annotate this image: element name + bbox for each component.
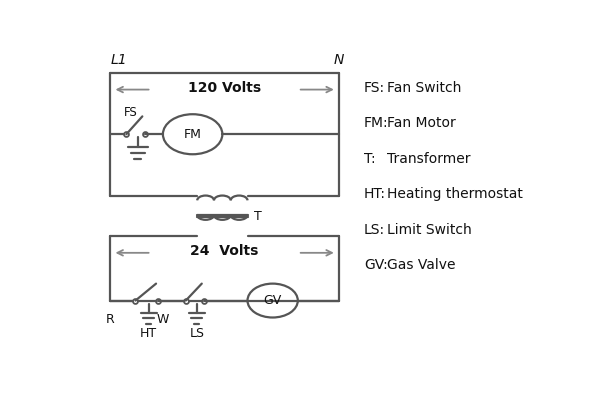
Text: Gas Valve: Gas Valve — [387, 258, 455, 272]
Text: 24  Volts: 24 Volts — [191, 244, 259, 258]
Text: L1: L1 — [110, 53, 127, 67]
Text: HT:: HT: — [364, 187, 386, 201]
Text: R: R — [106, 313, 114, 326]
Text: Transformer: Transformer — [387, 152, 470, 166]
Text: GV:: GV: — [364, 258, 388, 272]
Text: LS: LS — [189, 327, 204, 340]
Text: 120 Volts: 120 Volts — [188, 81, 261, 95]
Text: T: T — [254, 210, 262, 223]
Text: FM: FM — [183, 128, 202, 141]
Text: W: W — [157, 313, 169, 326]
Text: FS: FS — [124, 106, 138, 119]
Text: N: N — [334, 53, 344, 67]
Text: FM:: FM: — [364, 116, 389, 130]
Text: GV: GV — [264, 294, 282, 307]
Text: Fan Motor: Fan Motor — [387, 116, 455, 130]
Text: HT: HT — [140, 327, 158, 340]
Text: FS:: FS: — [364, 81, 385, 95]
Text: LS:: LS: — [364, 223, 385, 237]
Text: Heating thermostat: Heating thermostat — [387, 187, 523, 201]
Text: T:: T: — [364, 152, 376, 166]
Text: Limit Switch: Limit Switch — [387, 223, 472, 237]
Text: Fan Switch: Fan Switch — [387, 81, 461, 95]
